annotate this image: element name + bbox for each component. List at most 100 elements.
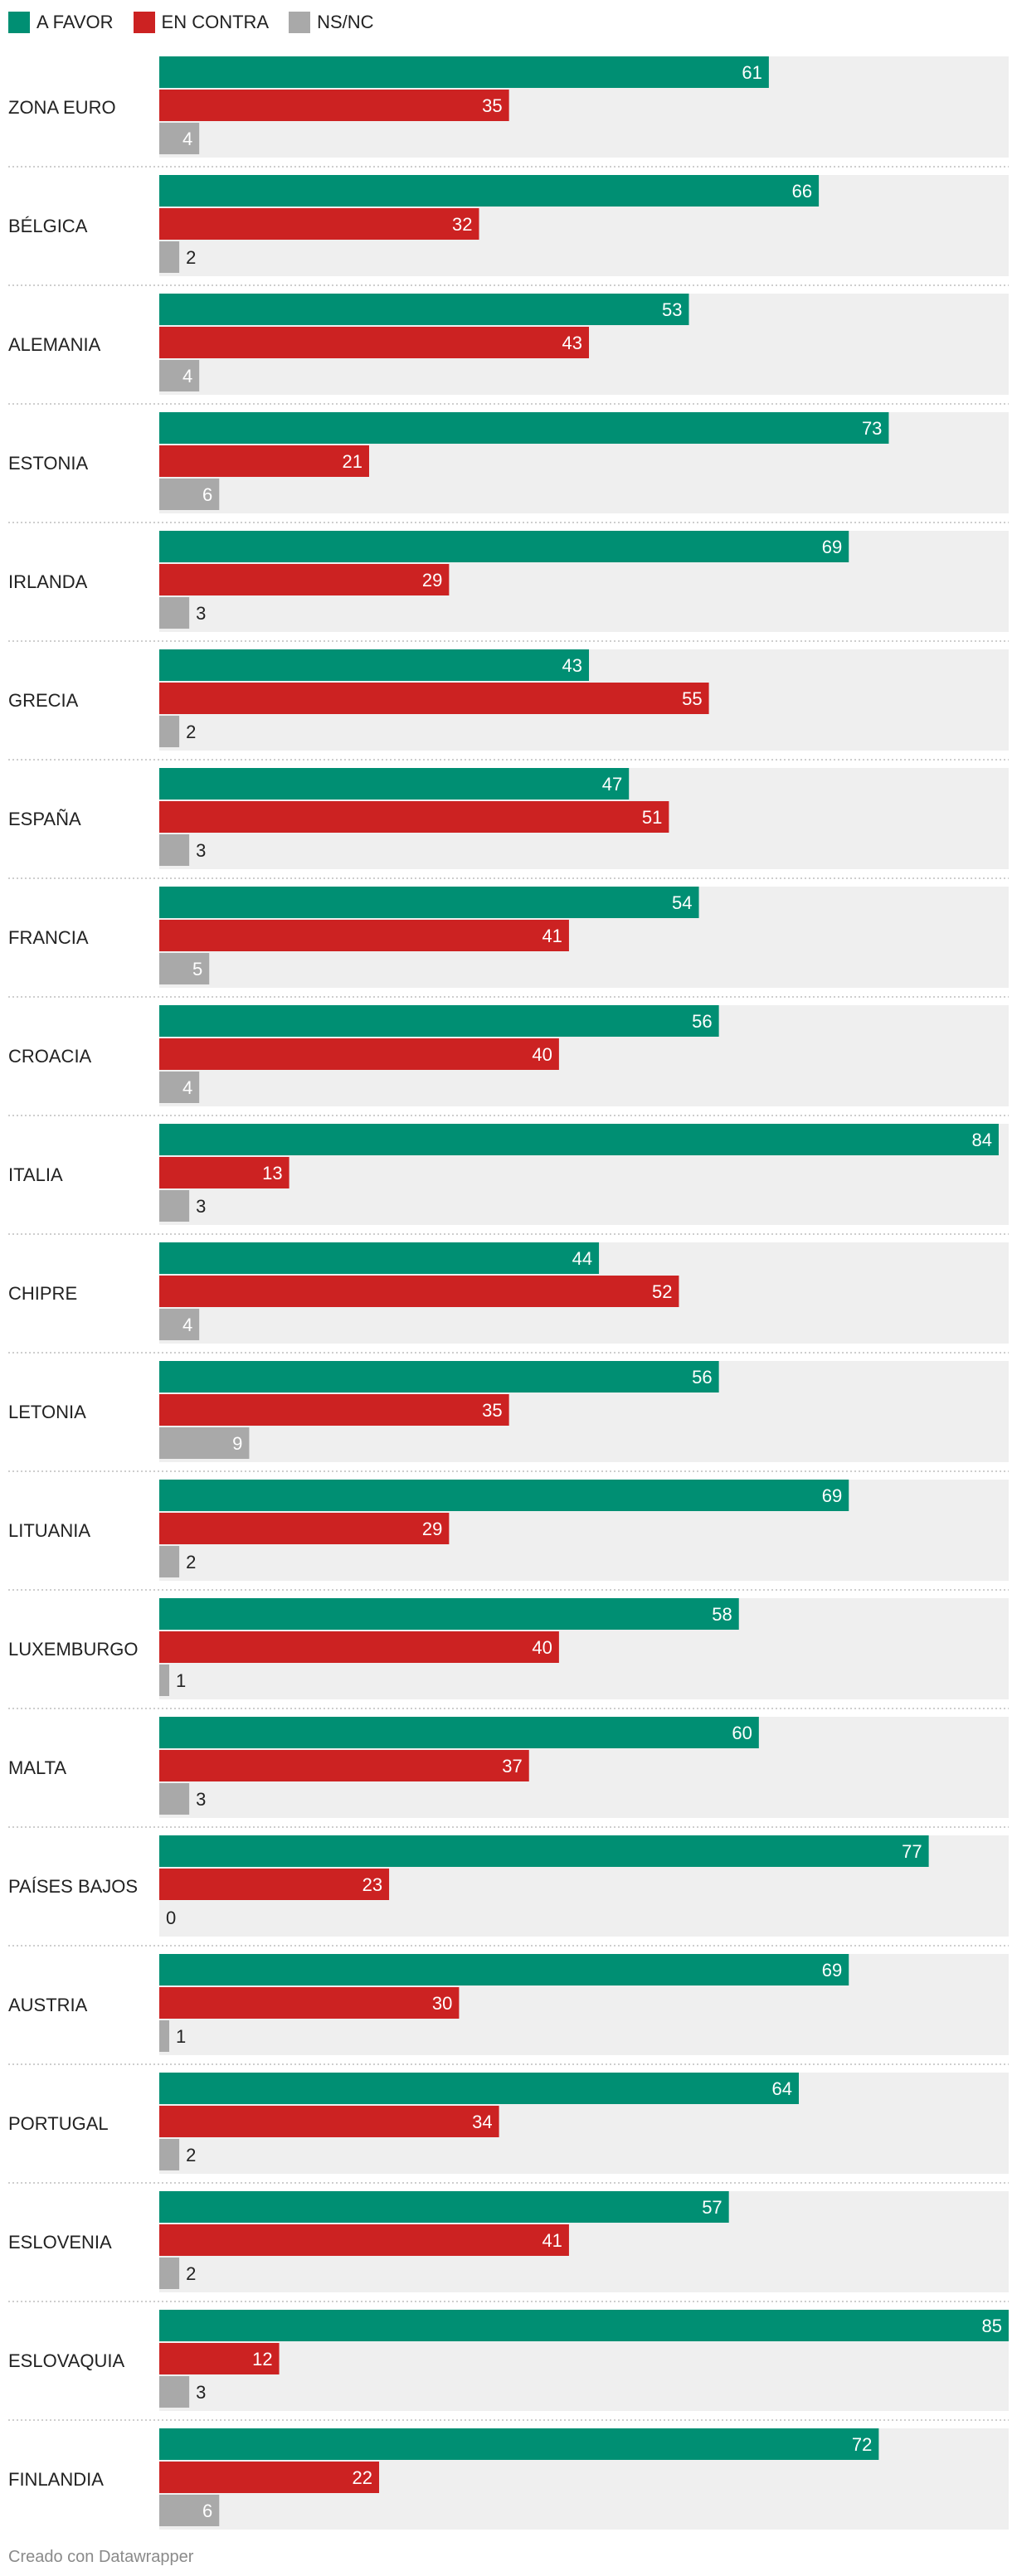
value-label-ns-nc-belgica: 2 [186, 247, 196, 268]
value-label-en-contra-alemania: 43 [562, 333, 582, 353]
bar-ns-nc-portugal [159, 2139, 180, 2170]
category-label-eslovenia: ESLOVENIA [8, 2232, 112, 2253]
bar-en-contra-estonia [159, 445, 369, 477]
value-label-a-favor-irlanda: 69 [822, 537, 842, 557]
value-label-ns-nc-malta: 3 [196, 1789, 206, 1810]
value-label-a-favor-chipre: 44 [572, 1248, 592, 1269]
bar-a-favor-belgica [159, 175, 820, 207]
bar-en-contra-croacia [159, 1038, 559, 1070]
bar-a-favor-italia [159, 1124, 999, 1155]
value-label-ns-nc-portugal: 2 [186, 2145, 196, 2165]
bar-a-favor-portugal [159, 2073, 800, 2104]
value-label-ns-nc-eslovenia: 2 [186, 2263, 196, 2284]
category-label-croacia: CROACIA [8, 1046, 92, 1067]
category-label-estonia: ESTONIA [8, 453, 89, 474]
bar-ns-nc-italia [159, 1190, 190, 1222]
value-label-ns-nc-finlandia: 6 [202, 2501, 212, 2521]
category-label-zona-euro: ZONA EURO [8, 97, 116, 118]
bar-a-favor-zona-euro [159, 56, 769, 88]
value-label-ns-nc-croacia: 4 [182, 1077, 192, 1098]
category-label-grecia: GRECIA [8, 690, 79, 711]
bar-en-contra-espana [159, 801, 669, 833]
value-label-en-contra-portugal: 34 [472, 2112, 492, 2132]
bar-ns-nc-francia [159, 953, 210, 984]
value-label-a-favor-zona-euro: 61 [742, 62, 761, 83]
bar-en-contra-francia [159, 920, 569, 951]
value-label-ns-nc-austria: 1 [176, 2026, 186, 2047]
bar-en-contra-lituania [159, 1513, 450, 1544]
value-label-a-favor-alemania: 53 [662, 299, 682, 320]
bar-en-contra-malta [159, 1750, 529, 1781]
category-label-lituania: LITUANIA [8, 1520, 90, 1541]
bar-ns-nc-lituania [159, 1546, 180, 1577]
bar-ns-nc-grecia [159, 716, 180, 747]
value-label-a-favor-letonia: 56 [692, 1367, 712, 1388]
value-label-a-favor-belgica: 66 [792, 181, 812, 202]
legend-item-ns-nc: NS/NC [289, 12, 374, 33]
value-label-a-favor-eslovenia: 57 [702, 2197, 722, 2218]
bar-en-contra-irlanda [159, 564, 450, 595]
value-label-a-favor-eslovaquia: 85 [982, 2316, 1002, 2336]
bar-en-contra-eslovenia [159, 2224, 569, 2256]
value-label-en-contra-austria: 30 [432, 1993, 452, 2014]
value-label-a-favor-grecia: 43 [562, 655, 582, 676]
category-label-espana: ESPAÑA [8, 809, 81, 829]
bar-a-favor-austria [159, 1954, 849, 1985]
legend-item-en-contra: EN CONTRA [133, 12, 269, 33]
bar-a-favor-finlandia [159, 2428, 879, 2460]
bar-en-contra-zona-euro [159, 90, 509, 121]
legend-swatch-a-favor [8, 12, 30, 33]
bar-ns-nc-eslovenia [159, 2258, 180, 2289]
bar-ns-nc-belgica [159, 241, 180, 273]
value-label-en-contra-italia: 13 [262, 1163, 282, 1184]
bar-en-contra-austria [159, 1987, 460, 2019]
category-label-italia: ITALIA [8, 1164, 63, 1185]
value-label-ns-nc-estonia: 6 [202, 484, 212, 505]
value-label-a-favor-luxemburgo: 58 [712, 1604, 732, 1625]
value-label-a-favor-malta: 60 [732, 1723, 752, 1743]
bar-en-contra-grecia [159, 683, 709, 714]
value-label-en-contra-francia: 41 [542, 926, 562, 946]
value-label-a-favor-francia: 54 [672, 892, 692, 913]
bar-ns-nc-alemania [159, 360, 200, 391]
value-label-ns-nc-chipre: 4 [182, 1315, 192, 1335]
value-label-a-favor-estonia: 73 [862, 418, 882, 439]
category-label-letonia: LETONIA [8, 1402, 86, 1422]
legend-swatch-ns-nc [289, 12, 311, 33]
bar-a-favor-malta [159, 1717, 759, 1748]
value-label-a-favor-espana: 47 [602, 774, 622, 795]
value-label-en-contra-eslovenia: 41 [542, 2230, 562, 2251]
bar-ns-nc-letonia [159, 1427, 250, 1459]
bar-en-contra-luxemburgo [159, 1631, 559, 1663]
bar-en-contra-paises-bajos [159, 1869, 390, 1900]
bar-en-contra-alemania [159, 327, 590, 358]
legend-label-ns-nc: NS/NC [317, 12, 374, 32]
category-label-alemania: ALEMANIA [8, 334, 101, 355]
bar-a-favor-estonia [159, 412, 889, 444]
category-label-portugal: PORTUGAL [8, 2113, 109, 2134]
bar-a-favor-eslovaquia [159, 2310, 1009, 2341]
value-label-ns-nc-espana: 3 [196, 840, 206, 861]
bar-en-contra-finlandia [159, 2462, 380, 2493]
bar-a-favor-espana [159, 768, 630, 800]
bar-ns-nc-espana [159, 834, 190, 866]
value-label-en-contra-finlandia: 22 [353, 2467, 372, 2488]
category-label-paises-bajos: PAÍSES BAJOS [8, 1876, 138, 1897]
bar-ns-nc-croacia [159, 1072, 200, 1103]
category-label-irlanda: IRLANDA [8, 571, 88, 592]
category-label-luxemburgo: LUXEMBURGO [8, 1639, 138, 1660]
category-label-finlandia: FINLANDIA [8, 2469, 104, 2490]
legend-label-a-favor: A FAVOR [36, 12, 114, 32]
value-label-en-contra-espana: 51 [642, 807, 662, 828]
value-label-a-favor-italia: 84 [971, 1130, 991, 1150]
value-label-en-contra-grecia: 55 [682, 688, 702, 709]
value-label-ns-nc-zona-euro: 4 [182, 129, 192, 149]
bar-en-contra-belgica [159, 208, 479, 240]
bar-a-favor-irlanda [159, 531, 849, 562]
bar-ns-nc-eslovaquia [159, 2376, 190, 2408]
value-label-a-favor-lituania: 69 [822, 1485, 842, 1506]
bar-a-favor-francia [159, 887, 699, 918]
bar-ns-nc-malta [159, 1783, 190, 1815]
value-label-en-contra-belgica: 32 [452, 214, 472, 235]
